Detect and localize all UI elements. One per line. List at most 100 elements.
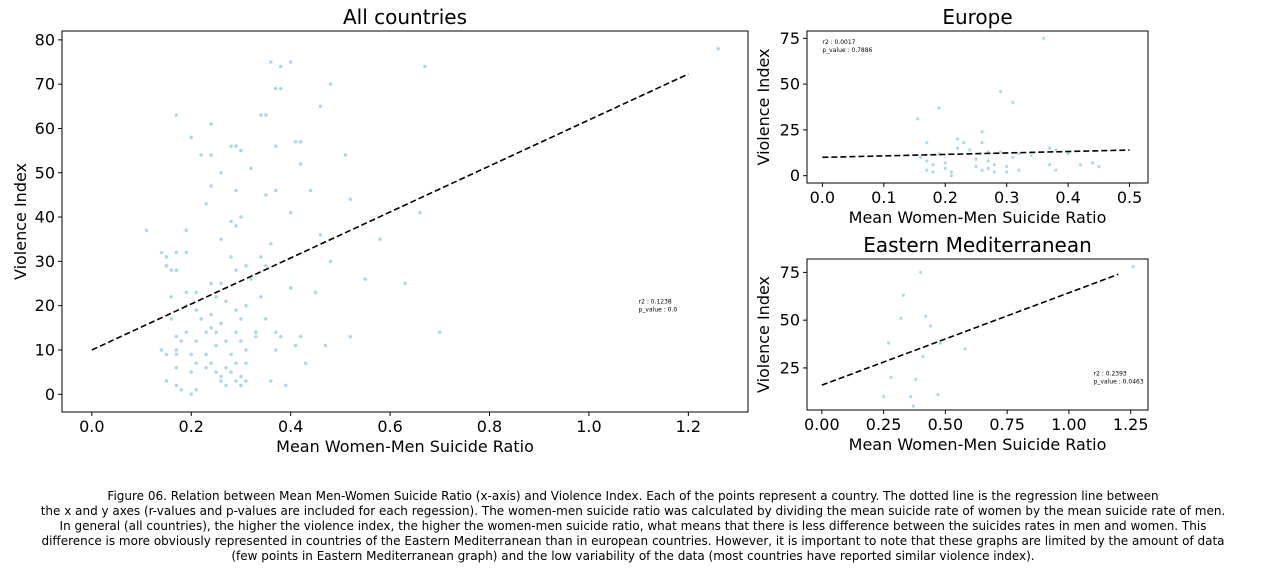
- data-point: [273, 330, 278, 335]
- data-point: [174, 383, 179, 388]
- data-point: [174, 352, 179, 357]
- regression-line: [91, 73, 689, 351]
- chart-panel: 0.0 0.1 0.2 0.3 0.4 0.5 0 25 50 75 Europe Mean Wome…: [754, 5, 1149, 227]
- data-point: [208, 152, 214, 158]
- data-point: [921, 354, 926, 359]
- data-point: [159, 250, 164, 255]
- data-point: [263, 112, 269, 118]
- data-point: [1010, 100, 1015, 105]
- data-point: [273, 347, 278, 353]
- data-point: [253, 334, 259, 339]
- data-point: [935, 392, 940, 397]
- caption-line: (few points in Eastern Mediterranean gra…: [231, 549, 1035, 563]
- data-point: [288, 210, 293, 215]
- data-point: [238, 148, 244, 153]
- figure-caption: Figure 06. Relation between Mean Men-Wom…: [0, 489, 1266, 564]
- data-point: [174, 334, 179, 339]
- stats-annotation: p_value : 0.0463: [1094, 379, 1144, 386]
- y-tick-label: 20: [35, 296, 55, 315]
- stats-annotation: p_value : 0.7886: [822, 47, 872, 54]
- data-point: [283, 383, 288, 388]
- data-point: [343, 152, 348, 158]
- data-point: [288, 59, 293, 65]
- data-point: [208, 312, 214, 317]
- x-axis-label: Mean Women-Men Suicide Ratio: [849, 435, 1107, 454]
- data-point: [194, 338, 199, 344]
- data-point: [238, 214, 244, 220]
- data-point: [918, 270, 923, 275]
- x-tick-label: 0.3: [994, 188, 1019, 207]
- data-point: [218, 281, 224, 286]
- chart-title: All countries: [343, 5, 467, 29]
- y-tick-label: 0: [790, 166, 800, 185]
- data-point: [1016, 151, 1021, 156]
- data-point: [268, 241, 273, 246]
- data-point: [1096, 164, 1101, 169]
- data-point: [194, 387, 199, 393]
- data-point: [233, 223, 239, 229]
- data-point: [223, 365, 229, 370]
- caption-line: difference is more obviously represented…: [41, 534, 1225, 548]
- data-point: [223, 383, 229, 388]
- regression-line: [822, 149, 1130, 159]
- data-point: [998, 89, 1003, 94]
- data-point: [174, 268, 179, 273]
- data-point: [263, 316, 269, 322]
- data-point: [1016, 168, 1021, 173]
- data-point: [194, 290, 199, 295]
- data-point: [1090, 160, 1095, 165]
- data-point: [258, 294, 264, 300]
- data-point: [1053, 168, 1058, 173]
- data-point: [144, 228, 149, 233]
- data-point: [293, 139, 298, 144]
- data-point: [179, 338, 184, 344]
- y-tick-label: 50: [780, 75, 800, 94]
- y-tick-label: 75: [780, 29, 800, 48]
- x-tick-label: 1.2: [676, 417, 701, 436]
- data-point: [913, 377, 918, 382]
- data-point: [986, 166, 991, 171]
- data-point: [901, 293, 906, 298]
- x-tick-label: 0.0: [79, 417, 104, 436]
- data-point: [986, 159, 991, 164]
- data-point: [273, 188, 278, 193]
- data-point: [189, 352, 194, 357]
- data-point: [169, 268, 174, 273]
- data-point: [233, 307, 239, 313]
- x-tick-label: 0.2: [933, 188, 958, 207]
- data-point: [924, 159, 929, 164]
- stats-annotation: r2 : 0.2393: [1094, 371, 1127, 378]
- y-tick-label: 75: [780, 263, 800, 282]
- data-point: [973, 164, 978, 169]
- data-point: [243, 361, 249, 366]
- data-point: [949, 173, 954, 178]
- data-point: [159, 347, 164, 353]
- y-axis-label: Violence Index: [11, 163, 30, 280]
- data-point: [203, 201, 209, 206]
- data-point: [992, 170, 997, 175]
- data-point: [1047, 162, 1052, 167]
- x-tick-label: 0.6: [377, 417, 402, 436]
- data-point: [886, 341, 891, 346]
- data-point: [715, 46, 721, 51]
- data-point: [402, 281, 408, 286]
- data-point: [908, 394, 913, 399]
- y-tick-label: 40: [35, 208, 55, 227]
- data-point: [258, 112, 264, 118]
- data-point: [243, 347, 249, 353]
- data-point: [218, 170, 224, 175]
- data-point: [174, 347, 179, 353]
- data-point: [184, 228, 189, 233]
- data-point: [1041, 36, 1046, 41]
- x-tick-label: 0.4: [278, 417, 303, 436]
- data-point: [179, 387, 184, 393]
- data-point: [898, 316, 903, 321]
- data-point: [233, 143, 239, 149]
- stats-annotation: p_value : 0.0: [639, 306, 678, 313]
- data-point: [961, 140, 966, 145]
- data-point: [437, 330, 442, 335]
- data-point: [955, 146, 960, 151]
- data-point: [923, 314, 928, 319]
- data-point: [328, 259, 333, 264]
